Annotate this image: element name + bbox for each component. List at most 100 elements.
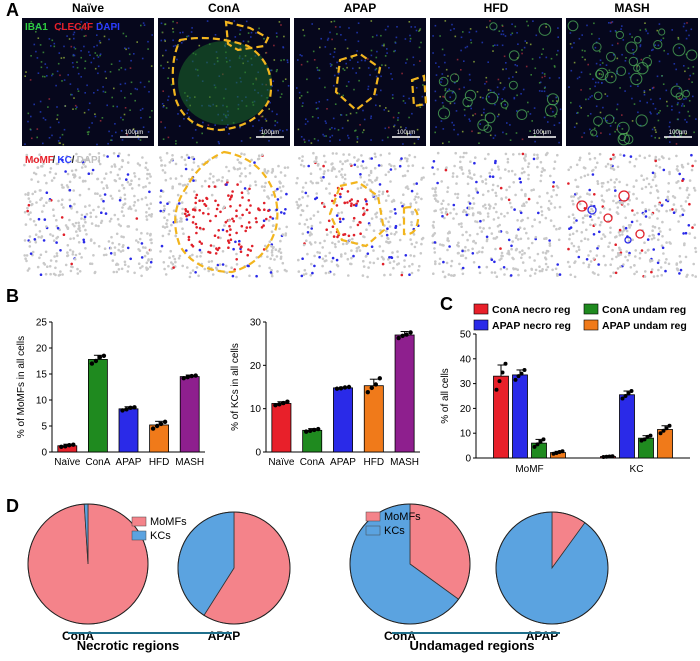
data-point [277, 402, 282, 407]
kc-cluster [587, 205, 597, 215]
legend-label: ConA undam reg [602, 304, 686, 316]
data-point [522, 367, 527, 372]
y-tick-label: 0 [41, 448, 47, 459]
cell-map [430, 151, 562, 279]
data-point [513, 377, 518, 382]
lipid-droplet-ring [483, 124, 492, 133]
data-point [404, 332, 409, 337]
data-point [554, 451, 559, 456]
data-point [369, 385, 374, 391]
data-point [150, 426, 156, 431]
y-tick-label: 0 [465, 454, 471, 465]
lipid-droplet-ring [625, 41, 638, 54]
data-point [541, 437, 546, 442]
region-outline [402, 206, 420, 236]
y-tick-label: 50 [460, 330, 472, 341]
lipid-droplet-ring [590, 129, 598, 137]
data-point [400, 333, 405, 339]
lipid-droplet-ring [593, 116, 603, 126]
data-point [626, 391, 631, 396]
data-point [494, 387, 499, 392]
map-legend-label: DAPI [77, 155, 101, 166]
pie-caption: ConA [384, 629, 416, 643]
lipid-droplet-ring [653, 40, 663, 50]
cell-map-dots [159, 151, 290, 279]
x-tick-label: MASH [390, 457, 419, 468]
y-tick-label: 10 [250, 404, 262, 415]
data-point [128, 405, 133, 410]
fluorescence-image [430, 18, 562, 146]
pie-caption: APAP [208, 629, 240, 643]
data-point [181, 375, 186, 381]
data-point [645, 434, 650, 439]
legend-label: MoMFs [150, 516, 187, 528]
scale-bar-label: 100µm [125, 130, 143, 136]
region-outline [224, 20, 270, 52]
lipid-droplet-ring [658, 28, 666, 36]
data-point [639, 438, 644, 443]
group-label-undamaged: Undamaged regions [410, 638, 535, 653]
lipid-droplet-ring [606, 51, 616, 62]
data-point [185, 374, 190, 380]
scale-bar-label: 100µm [397, 130, 415, 136]
lipid-droplet-ring [616, 66, 627, 76]
data-point [560, 449, 565, 454]
data-point [67, 443, 72, 448]
kc-cluster [624, 236, 632, 244]
panel-letter-d: D [6, 496, 19, 516]
y-tick-label: 20 [250, 361, 262, 372]
chart-b-kc: 0 10 20 30 Naïve ConA APAP HFD MASH % of KCs in a… [230, 318, 420, 468]
legend-label: APAP necro reg [492, 320, 571, 332]
chart-b-momf: 0 5 10 15 20 25 Naïve ConA APAP HFD MASH % of MoMFs… [16, 318, 205, 468]
data-point [604, 454, 609, 459]
momf-cluster [618, 190, 630, 202]
lipid-droplet-ring [618, 133, 626, 142]
bar [179, 376, 200, 453]
stain-legend-label: DAPI [96, 22, 120, 33]
y-tick-label: 20 [36, 344, 48, 355]
panel-d: Necrotic regions Undamaged regions ConA A… [27, 503, 609, 653]
lipid-droplet-ring [635, 114, 648, 127]
region-outline [328, 180, 386, 248]
data-point [97, 355, 103, 360]
lipid-droplet-ring [604, 71, 617, 84]
data-point [610, 454, 615, 459]
bar [394, 334, 415, 453]
lipid-droplet-ring [516, 109, 528, 120]
bar [512, 374, 528, 459]
y-tick-label: 20 [460, 404, 472, 415]
legend-swatch [473, 303, 489, 315]
lipid-droplet-ring [489, 22, 498, 31]
cell-map-dots [431, 151, 562, 279]
y-tick-label: 30 [250, 318, 262, 329]
data-point [120, 408, 125, 413]
legend-swatch [473, 319, 489, 331]
data-point [642, 437, 647, 442]
lipid-droplet-ring [595, 67, 609, 81]
momf-cluster [635, 229, 645, 239]
data-point [516, 374, 521, 379]
data-point [396, 335, 401, 341]
x-tick-label: HFD [149, 457, 170, 468]
lipid-droplet-ring [484, 112, 496, 124]
lipid-droplet-ring [604, 114, 615, 124]
data-point [557, 450, 562, 455]
lipid-droplet-ring [630, 72, 643, 86]
lipid-droplet-ring [444, 90, 457, 103]
data-point [312, 427, 317, 433]
data-point [500, 370, 505, 375]
data-point [193, 373, 198, 378]
data-point [63, 444, 68, 449]
bar [88, 359, 108, 453]
lipid-droplet-ring [623, 134, 634, 145]
lipid-droplet-ring [672, 43, 686, 57]
lipid-droplet-ring [449, 73, 460, 83]
lipid-droplet-ring [615, 30, 625, 40]
data-point [346, 384, 352, 390]
lipid-droplet-ring [464, 89, 477, 102]
map-legend-label: KC [57, 155, 71, 166]
fluorescence-image [294, 18, 426, 146]
lipid-droplet-ring [682, 89, 691, 98]
panel-letter-b: B [6, 286, 19, 306]
